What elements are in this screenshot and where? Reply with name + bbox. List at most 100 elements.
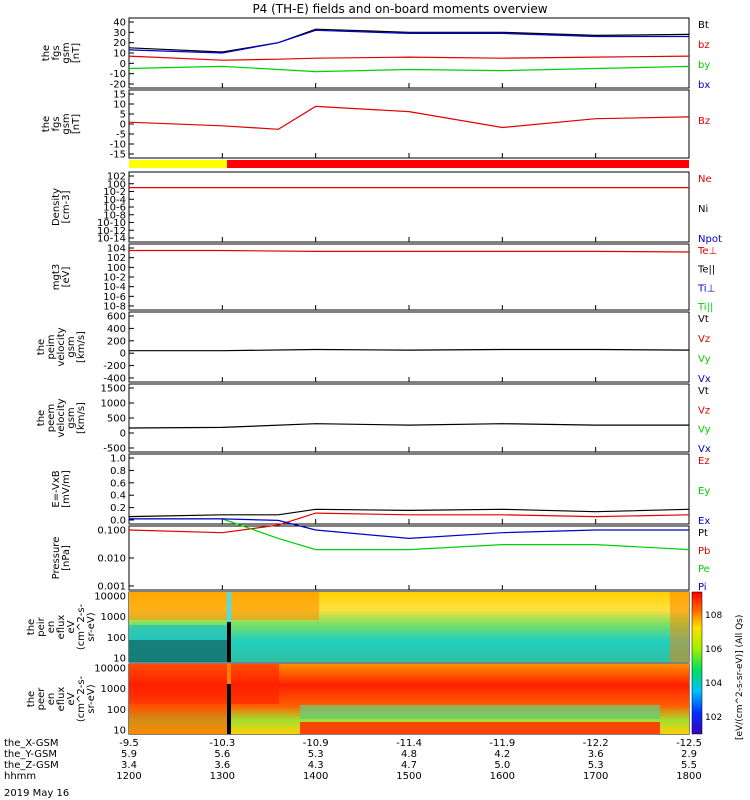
y-axis-label: velocity — [56, 327, 67, 366]
y-tick-label: 10-2 — [103, 187, 126, 198]
y-axis-label: gsm — [66, 407, 77, 428]
y-axis-label: eV — [66, 620, 77, 633]
y-tick-label: 10-14 — [97, 234, 126, 245]
y-tick-label: 0.2 — [110, 503, 126, 514]
y-axis-label: [nT] — [71, 114, 82, 134]
figure-title: P4 (TH-E) fields and on-board moments ov… — [252, 2, 547, 16]
ephemeris-value: -11.9 — [489, 738, 515, 749]
y-axis-label: [mV/m] — [61, 470, 72, 508]
y-tick-label: 10-4 — [103, 282, 126, 293]
y-tick-label: 1000 — [101, 399, 126, 410]
ephemeris-value: -10.3 — [209, 738, 235, 749]
ephemeris-value: 4.2 — [494, 749, 510, 760]
y-axis-label: en — [46, 693, 57, 706]
y-axis-label: [eV] — [61, 267, 72, 288]
status-bar — [129, 160, 689, 168]
ephemeris-value: 3.6 — [214, 760, 230, 771]
ephemeris-value: -12.5 — [676, 738, 702, 749]
legend-entry: Vx — [698, 444, 711, 455]
series-line-Te⊥ — [129, 249, 690, 253]
legend-entry: Vt — [698, 386, 709, 397]
legend-entry: Te⊥ — [697, 246, 717, 257]
series-line-Pi — [129, 518, 689, 540]
ephemeris-value: 4.8 — [401, 749, 417, 760]
y-tick-label: 10-6 — [103, 203, 126, 214]
y-axis-label: the — [41, 45, 52, 61]
y-tick-label: 10 — [113, 654, 126, 665]
legend-entry: bx — [698, 80, 710, 91]
legend-entry: Vy — [698, 354, 711, 365]
series-line-by — [128, 65, 690, 73]
y-tick-label: -15 — [110, 150, 126, 161]
y-tick-label: -10 — [110, 140, 126, 151]
y-tick-label: 1000 — [101, 684, 126, 695]
y-tick-label: 0.8 — [110, 466, 126, 477]
legend-entry: Pt — [698, 528, 708, 539]
colorbar: 102 104 106 108 [eV/(cm^2-s-sr-eV)] (All Qs… — [691, 591, 745, 740]
y-tick-label: 600 — [107, 312, 126, 323]
y-tick-label: 10000 — [94, 664, 126, 675]
y-tick-label: 100 — [107, 179, 126, 190]
y-tick-label: 1500 — [101, 384, 126, 395]
electron-spectrogram — [129, 664, 689, 734]
panel-8: 0.100 0.010 0.001 Pressure [nPa] Pt Pb Pe Pi — [51, 508, 710, 593]
ephemeris-value: 1500 — [396, 771, 421, 782]
legend-entry: Vz — [698, 405, 710, 416]
y-axis-label: the — [41, 116, 52, 132]
series-line-bz — [128, 55, 690, 61]
colorbar-tick: 106 — [705, 645, 722, 655]
legend-entry: Vz — [698, 334, 710, 345]
y-axis-label: [nPa] — [61, 545, 72, 571]
legend-entry: Ez — [698, 456, 710, 467]
y-tick-label: 0.4 — [110, 491, 126, 502]
y-tick-label: 0 — [120, 349, 126, 360]
y-axis-label: en — [46, 621, 57, 634]
y-tick-label: -500 — [103, 444, 126, 455]
y-tick-label: 10-10 — [97, 218, 126, 229]
y-axis-label: gsm — [61, 113, 72, 134]
y-axis-label: (cm^2-s- — [76, 603, 87, 650]
y-tick-label: 5 — [120, 110, 126, 121]
y-tick-label: -20 — [110, 80, 126, 91]
y-axis-label: [km/s] — [76, 402, 87, 434]
legend-entry: Bz — [698, 116, 710, 127]
legend-entry: Ne — [698, 174, 712, 185]
y-tick-label: 0 — [120, 120, 126, 131]
ephemeris-value: 3.6 — [588, 749, 604, 760]
y-tick-label: 10000 — [94, 592, 126, 603]
ephemeris-value: 3.4 — [121, 760, 137, 771]
ephemeris-value: -12.2 — [583, 738, 609, 749]
y-tick-label: -200 — [103, 361, 126, 372]
legend-entry: Vy — [698, 425, 711, 436]
y-tick-label: 100 — [107, 263, 126, 274]
status-bar-red — [227, 160, 689, 168]
y-axis-label: eflux — [56, 687, 67, 712]
y-axis-label: peer — [36, 687, 47, 711]
ephemeris-value: 2.9 — [681, 749, 697, 760]
y-axis-label: eV — [66, 692, 77, 705]
series-line-Pe — [129, 518, 690, 551]
legend-entry: Vx — [698, 374, 711, 385]
legend-entry: Npot — [698, 234, 722, 245]
ephemeris-value: 5.3 — [308, 749, 324, 760]
panel-frame — [128, 89, 690, 159]
y-axis-label: gsm — [66, 336, 77, 357]
ephemeris-value: 5.9 — [121, 749, 137, 760]
y-axis-label: mgt3 — [51, 264, 62, 290]
panel-frame — [128, 383, 690, 453]
legend-entry: Pe — [698, 564, 710, 575]
y-tick-label: 102 — [107, 172, 126, 183]
y-tick-label: 40 — [113, 18, 126, 29]
ephemeris-table: the_X-GSMthe_Y-GSMthe_Z-GSMhhmm-9.55.93.… — [4, 738, 702, 782]
y-tick-label: 10 — [113, 49, 126, 60]
ephemeris-value: -10.9 — [303, 738, 329, 749]
y-tick-label: 0.010 — [97, 554, 126, 565]
panel-frame — [128, 453, 690, 525]
y-tick-label: 104 — [107, 244, 126, 255]
ephemeris-value: 5.5 — [681, 760, 697, 771]
